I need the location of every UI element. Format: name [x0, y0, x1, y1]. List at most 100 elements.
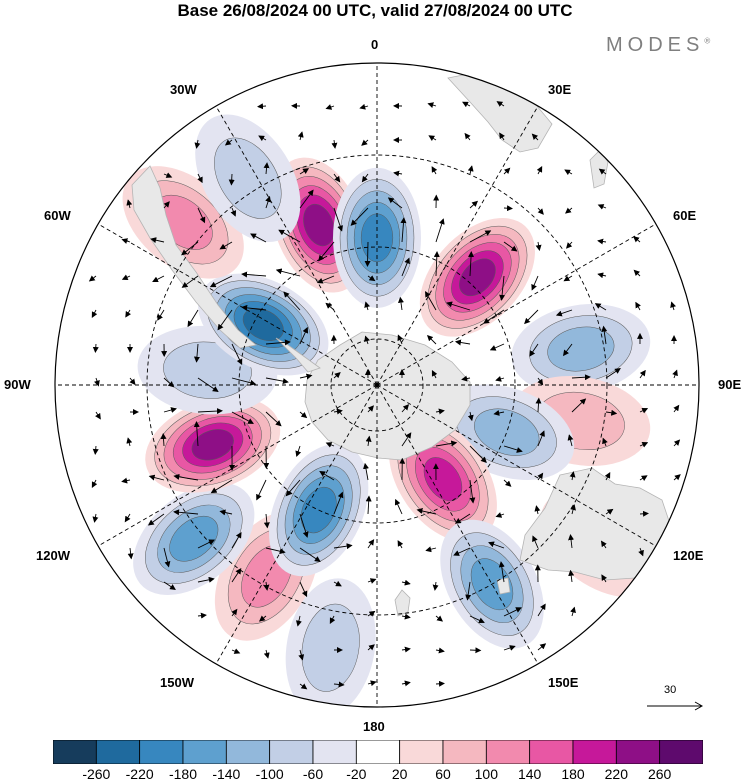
wind-vector	[563, 275, 573, 282]
wind-vector	[605, 508, 614, 515]
wind-vector	[483, 309, 505, 324]
wind-vector	[432, 581, 439, 591]
wind-vector	[633, 236, 641, 243]
wind-vector	[469, 615, 485, 624]
wind-vector	[598, 168, 607, 175]
wind-vector	[299, 373, 313, 380]
lon-label-0: 0	[371, 37, 379, 52]
wind-vector	[397, 540, 404, 549]
map-boundary	[54, 62, 700, 708]
wind-vector	[401, 432, 412, 447]
wind-vector	[197, 576, 215, 583]
wind-vector	[535, 397, 542, 413]
wind-vector	[489, 343, 505, 351]
wind-vector	[496, 101, 505, 107]
colorbar-tick: 100	[474, 766, 499, 782]
colorbar-tick: 180	[561, 766, 585, 782]
anomaly-contour	[303, 203, 335, 247]
wind-vector	[124, 513, 131, 523]
colorbar-tick: 20	[391, 766, 408, 782]
wind-vector	[241, 304, 267, 311]
colorbar-tick: -180	[168, 766, 198, 782]
lon-label-120e: 120E	[673, 548, 704, 563]
wind-vector	[231, 567, 242, 583]
wind-vector	[565, 207, 573, 214]
wind-vector	[333, 408, 343, 415]
wind-vector	[435, 440, 458, 447]
wind-vector	[469, 230, 492, 243]
wind-vector	[263, 513, 270, 529]
wind-vector	[319, 470, 335, 481]
wind-vector	[562, 343, 573, 357]
wind-vector	[397, 334, 404, 345]
meridian-line	[376, 105, 539, 386]
wind-vector	[231, 531, 242, 549]
wind-vector	[569, 471, 576, 481]
wind-vector	[537, 377, 544, 386]
colorbar-tick: -140	[212, 766, 241, 782]
wind-vector	[295, 615, 302, 627]
lon-label-150e: 150E	[548, 675, 579, 690]
wind-vector	[435, 408, 445, 415]
meridian-line	[97, 223, 378, 386]
wind-vector	[299, 326, 309, 345]
wind-vector	[537, 643, 547, 651]
wind-vector	[394, 498, 403, 515]
wind-vector	[401, 257, 410, 277]
wind-vector	[121, 238, 131, 244]
wind-vector	[427, 102, 437, 108]
wind-vector	[462, 101, 471, 108]
wind-vector	[387, 197, 403, 209]
colorbar-tick: -260	[82, 766, 111, 782]
wind-vector	[568, 569, 575, 583]
anomaly-contour	[547, 326, 615, 372]
wind-vector	[639, 510, 649, 517]
wind-vector	[94, 377, 100, 387]
wind-vector	[446, 301, 471, 311]
modes-logo: MODES®	[606, 34, 710, 57]
wind-vector	[537, 207, 544, 215]
wind-vector	[503, 645, 516, 651]
registered-mark: ®	[704, 36, 711, 46]
wind-vector	[425, 546, 437, 553]
wind-vector	[163, 172, 173, 178]
wind-vector	[672, 369, 678, 379]
wind-vector	[367, 405, 374, 413]
wind-vector	[503, 445, 523, 453]
wind-vector	[263, 162, 270, 175]
wind-vector	[163, 377, 175, 388]
wind-vector	[230, 207, 237, 217]
wind-vector	[92, 513, 99, 523]
wind-vector	[121, 477, 131, 484]
anomaly-contour	[474, 408, 540, 456]
wind-vector	[639, 475, 648, 481]
wind-vector	[121, 274, 131, 280]
wind-vector	[367, 275, 376, 282]
colorbar-segment	[269, 740, 314, 764]
wind-vector	[605, 368, 621, 379]
wind-vector	[316, 275, 335, 284]
wind-vector	[150, 237, 165, 244]
wind-vector	[148, 474, 165, 481]
wind-vector	[567, 434, 574, 447]
wind-vector	[433, 251, 440, 277]
wind-vector	[333, 207, 343, 232]
wind-vector	[536, 166, 543, 175]
wind-vector	[299, 411, 308, 419]
wind-vector	[454, 339, 471, 346]
wind-vector	[401, 404, 410, 413]
anomaly-contour	[242, 308, 284, 341]
wind-vector	[173, 509, 199, 516]
latitude-circle	[146, 154, 608, 616]
wind-vector	[503, 205, 513, 212]
wind-vector	[464, 132, 471, 141]
wind-vector	[299, 683, 308, 690]
wind-vector	[453, 547, 471, 556]
wind-vector	[499, 132, 505, 141]
anomaly-contour	[163, 341, 252, 399]
wind-vector	[333, 681, 345, 688]
wind-vector	[91, 309, 98, 318]
wind-vector	[257, 103, 267, 110]
wind-vector	[495, 512, 505, 518]
lon-label-30w: 30W	[170, 82, 197, 97]
